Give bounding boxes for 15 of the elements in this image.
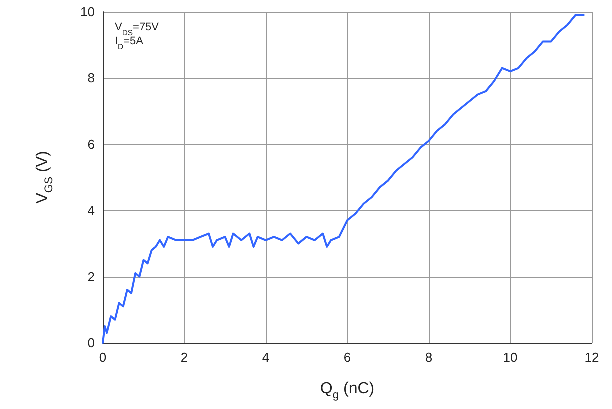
y-tick-label: 10: [80, 4, 95, 20]
x-tick-label: 4: [262, 350, 270, 365]
y-tick-label: 4: [88, 203, 95, 218]
y-axis-title: VGS (V): [34, 151, 56, 204]
x-tick-label: 8: [425, 350, 433, 365]
y-tick-label: 6: [88, 136, 95, 152]
line-series: [102, 14, 585, 344]
y-tick-label: 0: [88, 336, 95, 350]
x-tick-label: 2: [180, 350, 188, 365]
x-tick-label: 10: [503, 350, 518, 365]
y-tick-label: 8: [88, 70, 95, 86]
x-tick-label: 6: [344, 350, 352, 365]
y-tick-label: 2: [88, 269, 95, 284]
x-tick-label: 12: [584, 350, 600, 365]
x-tick-label: 0: [99, 350, 107, 365]
